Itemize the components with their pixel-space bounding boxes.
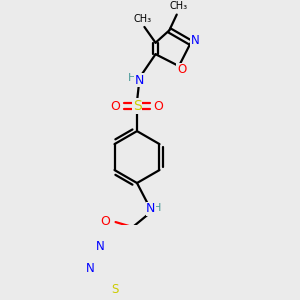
Text: O: O (153, 100, 163, 112)
Text: N: N (135, 74, 145, 87)
Text: O: O (177, 63, 186, 76)
Text: CH₃: CH₃ (169, 1, 188, 11)
Text: CH₃: CH₃ (134, 14, 152, 24)
Text: N: N (96, 239, 105, 253)
Text: N: N (146, 202, 156, 215)
Text: N: N (191, 34, 200, 47)
Text: S: S (111, 283, 118, 296)
Text: O: O (100, 215, 110, 228)
Text: O: O (111, 100, 121, 112)
Text: S: S (133, 99, 141, 113)
Text: H: H (128, 73, 136, 83)
Text: H: H (153, 203, 162, 213)
Text: N: N (86, 262, 95, 275)
